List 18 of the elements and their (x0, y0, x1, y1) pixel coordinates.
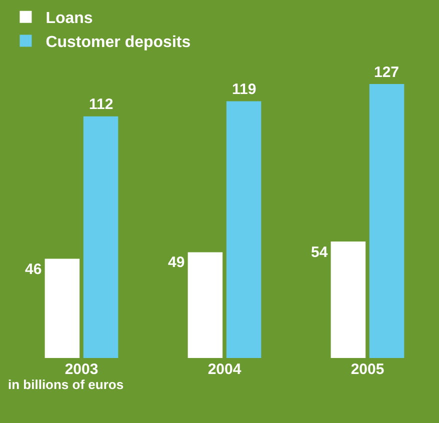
legend-label: Loans (46, 10, 93, 28)
data-label: 112 (89, 96, 114, 113)
data-label: 49 (168, 254, 185, 271)
bar (369, 84, 404, 358)
x-tick-label: 2003 (64, 361, 98, 378)
data-label: 127 (374, 64, 400, 81)
data-label: 119 (232, 81, 256, 98)
data-label: 46 (25, 261, 42, 278)
bar (44, 258, 80, 358)
data-label: 54 (311, 244, 328, 261)
legend-label: Customer deposits (46, 34, 191, 51)
x-tick-label: 2004 (208, 361, 242, 378)
bar (83, 116, 118, 358)
bar (226, 101, 262, 358)
text: in billions of euros (8, 377, 124, 392)
bar (330, 242, 366, 358)
bar (188, 252, 223, 358)
x-tick-label: 2005 (350, 361, 384, 378)
